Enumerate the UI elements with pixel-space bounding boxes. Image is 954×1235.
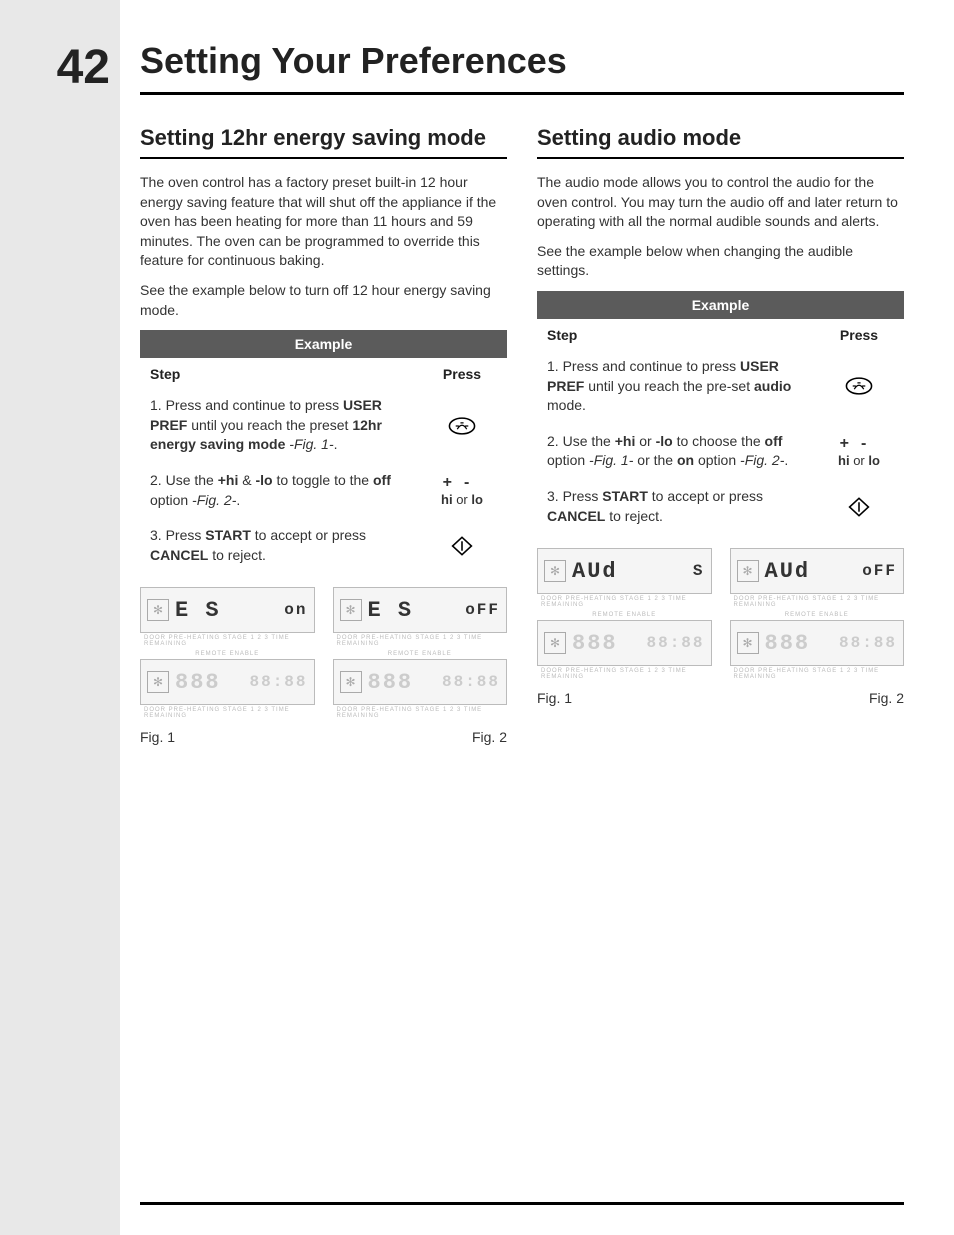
figure-1: E S on DOOR PRE-HEATING STAGE 1 2 3 TIME… [140,587,315,721]
step-text: 3. Press START to accept or press CANCEL… [150,526,427,565]
start-icon [446,535,478,557]
display-main: E S [175,598,221,623]
display-fan-icon [340,671,362,693]
display-fan-icon [544,560,566,582]
display-right: S [693,562,705,580]
energy-figures: E S on DOOR PRE-HEATING STAGE 1 2 3 TIME… [140,587,507,721]
display-right: oFF [862,562,897,580]
table-row: 1. Press and continue to press USER PREF… [140,390,507,465]
energy-para1: The oven control has a factory preset bu… [140,173,507,271]
display-main: E S [368,598,414,623]
audio-figures: AUd S DOOR PRE-HEATING STAGE 1 2 3 TIME … [537,548,904,682]
display-main-dim: 888 [175,670,221,695]
table-title: Example [140,330,507,358]
display-right-dim: 88:88 [839,634,897,652]
display-right-dim: 88:88 [249,673,307,691]
figure-1: AUd S DOOR PRE-HEATING STAGE 1 2 3 TIME … [537,548,712,682]
step-text: 1. Press and continue to press USER PREF… [547,357,824,416]
hi-lo-icon: +- hi or lo [441,474,483,507]
start-icon [843,496,875,518]
table-row: 3. Press START to accept or press CANCEL… [537,481,904,536]
table-row: 1. Press and continue to press USER PREF… [537,351,904,426]
energy-para2: See the example below to turn off 12 hou… [140,281,507,320]
step-text: 2. Use the +hi or -lo to choose the off … [547,432,824,471]
energy-table: Example Step Press 1. Press and continue… [140,330,507,575]
user-pref-icon [446,415,478,437]
right-column: Setting audio mode The audio mode allows… [537,125,904,745]
table-row: 3. Press START to accept or press CANCEL… [140,520,507,575]
display-fan-icon [737,632,759,654]
display-fan-icon [340,599,362,621]
page-number: 42 [0,40,110,95]
figure-2: E S oFF DOOR PRE-HEATING STAGE 1 2 3 TIM… [333,587,508,721]
page-sidebar: 42 [0,0,120,1235]
display-main-dim: 888 [572,631,618,656]
audio-para1: The audio mode allows you to control the… [537,173,904,232]
col-press: Press [824,327,894,343]
display-main-dim: 888 [368,670,414,695]
display-right: oFF [465,601,500,619]
page-title: Setting Your Preferences [140,40,904,95]
display-fan-icon [544,632,566,654]
step-text: 3. Press START to accept or press CANCEL… [547,487,824,526]
audio-para2: See the example below when changing the … [537,242,904,281]
audio-table: Example Step Press 1. Press and continue… [537,291,904,536]
display-right-dim: 88:88 [646,634,704,652]
user-pref-icon [843,375,875,397]
fig1-caption: Fig. 1 [537,690,572,706]
section-title-energy: Setting 12hr energy saving mode [140,125,507,159]
display-fan-icon [147,671,169,693]
fig2-caption: Fig. 2 [869,690,904,706]
col-step: Step [150,366,427,382]
display-right: on [284,601,307,619]
section-title-audio: Setting audio mode [537,125,904,159]
table-row: 2. Use the +hi & -lo to toggle to the of… [140,465,507,520]
display-right-dim: 88:88 [442,673,500,691]
table-row: 2. Use the +hi or -lo to choose the off … [537,426,904,481]
display-main-dim: 888 [765,631,811,656]
display-main: AUd [765,559,811,584]
footer-rule [140,1202,904,1205]
display-fan-icon [147,599,169,621]
table-title: Example [537,291,904,319]
hi-lo-icon: +- hi or lo [838,435,880,468]
fig1-caption: Fig. 1 [140,729,175,745]
col-press: Press [427,366,497,382]
step-text: 1. Press and continue to press USER PREF… [150,396,427,455]
step-text: 2. Use the +hi & -lo to toggle to the of… [150,471,427,510]
display-main: AUd [572,559,618,584]
figure-2: AUd oFF DOOR PRE-HEATING STAGE 1 2 3 TIM… [730,548,905,682]
display-fan-icon [737,560,759,582]
col-step: Step [547,327,824,343]
left-column: Setting 12hr energy saving mode The oven… [140,125,507,745]
fig2-caption: Fig. 2 [472,729,507,745]
